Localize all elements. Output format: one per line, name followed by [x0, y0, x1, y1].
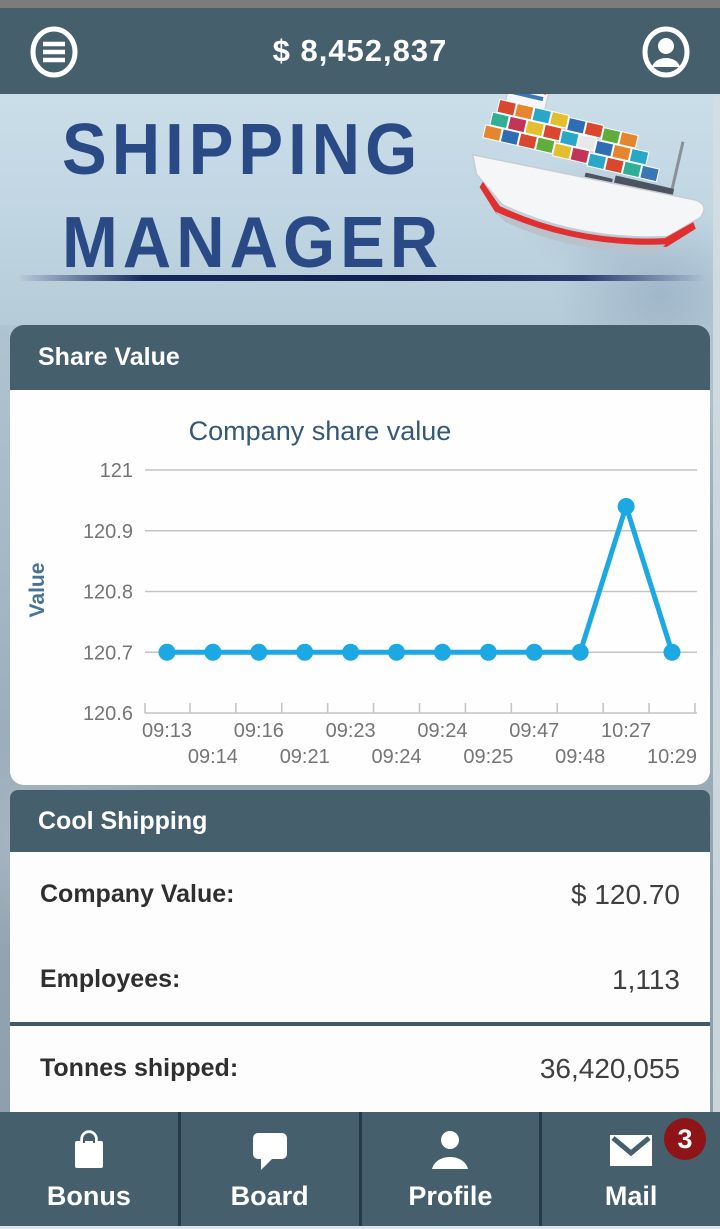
svg-text:09:47: 09:47: [509, 720, 559, 742]
app-banner: SHIPPING MANAGER: [0, 94, 720, 325]
container-ship-illustration: [462, 94, 718, 289]
tonnes-shipped-label: Tonnes shipped:: [40, 1054, 239, 1082]
shopping-bag-icon: [67, 1127, 111, 1173]
bottom-edge-strip: [0, 1226, 720, 1229]
svg-text:09:23: 09:23: [326, 720, 376, 742]
share-value-chart: 120.6 120.7 120.8 120.9 121 09:13 09:14 09:16 09…: [26, 416, 697, 768]
top-bar: $ 8,452,837: [0, 8, 720, 94]
nav-bonus[interactable]: Bonus: [0, 1112, 178, 1226]
nav-profile-label: Profile: [408, 1180, 493, 1211]
company-name-label: Cool Shipping: [38, 806, 208, 835]
svg-text:09:25: 09:25: [463, 746, 513, 768]
svg-text:Value: Value: [26, 563, 49, 618]
nav-mail[interactable]: Mail 3: [539, 1112, 720, 1226]
tonnes-shipped-count: 36,420,055: [539, 1052, 680, 1084]
share-value-header: Share Value: [10, 325, 710, 390]
svg-text:120.6: 120.6: [83, 703, 133, 725]
svg-text:09:16: 09:16: [234, 720, 284, 742]
person-icon: [428, 1127, 472, 1173]
svg-text:Company share value: Company share value: [189, 416, 452, 446]
stat-row-tonnes: Tonnes shipped: 36,420,055: [10, 1026, 710, 1111]
logo-line-2: MANAGER: [62, 202, 444, 284]
app-logo: SHIPPING MANAGER: [62, 104, 443, 290]
logo-line-1: SHIPPING: [62, 109, 423, 191]
speech-bubble-icon: [248, 1127, 292, 1173]
stat-row-company-value: Company Value: $ 120.70: [10, 852, 710, 937]
bottom-nav: Bonus Board Profile Mail 3: [0, 1112, 720, 1226]
company-value-label: Company Value:: [40, 880, 235, 908]
svg-text:09:14: 09:14: [188, 746, 238, 768]
svg-text:120.9: 120.9: [83, 521, 133, 543]
stats-divider: [10, 1022, 710, 1026]
user-icon: [640, 26, 692, 78]
nav-bonus-label: Bonus: [46, 1180, 131, 1211]
nav-profile[interactable]: Profile: [358, 1112, 540, 1226]
svg-text:09:24: 09:24: [372, 746, 422, 768]
svg-text:120.7: 120.7: [83, 642, 133, 664]
banner-underline: [20, 275, 707, 281]
svg-text:09:21: 09:21: [280, 746, 330, 768]
nav-board[interactable]: Board: [177, 1112, 359, 1226]
tonnes-stats-card: Tonnes shipped: 36,420,055: [10, 1026, 710, 1112]
svg-text:120.8: 120.8: [83, 582, 133, 604]
company-stats-card: Company Value: $ 120.70 Employees: 1,113: [10, 852, 710, 1022]
svg-text:09:48: 09:48: [555, 746, 605, 768]
nav-board-label: Board: [230, 1180, 309, 1211]
svg-text:09:24: 09:24: [417, 720, 467, 742]
scrollbar-track[interactable]: [713, 96, 720, 1112]
share-value-card: 120.6 120.7 120.8 120.9 121 09:13 09:14 09:16 09…: [10, 390, 710, 785]
status-strip: [0, 0, 720, 8]
nav-mail-label: Mail: [604, 1180, 658, 1211]
svg-text:121: 121: [100, 460, 133, 482]
svg-text:10:27: 10:27: [601, 720, 651, 742]
menu-button[interactable]: [28, 26, 80, 78]
svg-text:10:29: 10:29: [647, 746, 697, 768]
profile-button[interactable]: [640, 26, 692, 78]
mail-badge: 3: [664, 1118, 706, 1160]
employees-label: Employees:: [40, 965, 181, 993]
employees-count: 1,113: [612, 963, 680, 995]
share-value-header-label: Share Value: [38, 343, 180, 371]
company-value-amount: $ 120.70: [571, 878, 680, 910]
cash-balance: $ 8,452,837: [272, 33, 448, 68]
stat-row-employees: Employees: 1,113: [10, 937, 710, 1022]
hamburger-icon: [28, 26, 80, 78]
envelope-icon: [606, 1127, 656, 1173]
svg-text:09:13: 09:13: [142, 720, 192, 742]
company-section-header: Cool Shipping: [10, 790, 710, 852]
